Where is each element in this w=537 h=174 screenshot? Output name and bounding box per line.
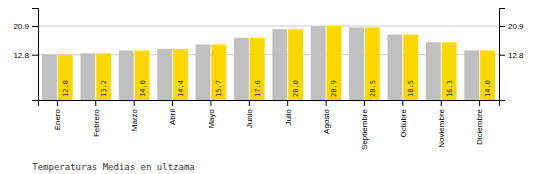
tick: Julio [283, 100, 292, 125]
y2-axis: 12.8 20.9 [499, 9, 524, 101]
tick-mark [210, 100, 211, 106]
bar [196, 44, 211, 100]
tick-mark [402, 100, 403, 106]
tick-label: Septiembre [360, 108, 369, 149]
tick-mark [32, 55, 38, 56]
bar [173, 49, 188, 100]
bar [157, 49, 172, 100]
tick-label: Diciembre [475, 108, 484, 145]
tick-mark [134, 100, 135, 106]
tick-label: Agosto [322, 108, 331, 133]
tick-label: 12.8 [13, 51, 29, 60]
bar [349, 27, 364, 100]
tick: Junio [245, 100, 254, 128]
title: Temperaturas Medias en ultzama [32, 162, 195, 172]
data-label: 17.6 [254, 80, 262, 97]
data-label: 14.0 [484, 80, 492, 97]
bar [327, 26, 342, 100]
tick-label: Enero [53, 108, 62, 130]
tick-label: Marzo [130, 108, 139, 131]
data-label: 16.3 [446, 80, 454, 97]
tick: Octubre [399, 100, 408, 137]
tick: Abril [168, 100, 177, 125]
grid-line [38, 26, 499, 27]
tick: Diciembre [475, 100, 484, 145]
tick: Mayo [207, 100, 216, 129]
tick-mark [499, 55, 505, 56]
x-axis: Enero Febrero Marzo Abril Mayo Junio Julio Agos… [39, 100, 500, 150]
tick-mark [57, 100, 58, 106]
tick-mark [95, 100, 96, 106]
data-label: 13.2 [100, 80, 108, 97]
data-label: 20.0 [292, 80, 300, 97]
bar [211, 44, 226, 100]
tick-mark [287, 100, 288, 106]
tick: Enero [53, 100, 62, 130]
tick-mark [32, 26, 38, 27]
data-label: 18.5 [407, 80, 415, 97]
axis-line [39, 101, 500, 107]
bar [311, 26, 326, 100]
bar [119, 50, 134, 100]
tick: 20.9 [499, 22, 524, 31]
series [58, 26, 495, 100]
bar [135, 50, 150, 100]
tick-label: Julio [283, 108, 292, 125]
bar [288, 29, 303, 100]
tick-mark [326, 100, 327, 106]
tick: 12.8 [13, 51, 38, 60]
data-label: 20.9 [330, 80, 338, 97]
bar [58, 55, 73, 100]
bar [42, 55, 57, 100]
tick: Noviembre [437, 100, 446, 148]
bar [250, 38, 265, 100]
tick-label: Mayo [207, 108, 216, 128]
tick: Agosto [322, 100, 331, 134]
series [42, 26, 479, 100]
y-axis: 12.8 20.9 [13, 9, 38, 101]
data-label: 15.7 [215, 80, 223, 97]
data-label: 20.5 [369, 80, 377, 97]
tick-label: Noviembre [437, 108, 446, 147]
bar [387, 35, 402, 100]
bar [442, 42, 457, 100]
tick: 12.8 [499, 51, 524, 60]
data-label: 14.4 [177, 80, 185, 97]
data-label: 12.8 [62, 80, 70, 97]
tick-mark [479, 100, 480, 106]
tick-label: Febrero [92, 108, 101, 137]
bar [272, 29, 287, 100]
bar [403, 35, 418, 100]
axis-line [32, 9, 39, 101]
bar [96, 53, 111, 100]
tick-mark [364, 100, 365, 106]
tick-mark [172, 100, 173, 106]
tick: Marzo [130, 100, 139, 131]
tick: 20.9 [13, 22, 38, 31]
tick-label: 12.8 [508, 51, 524, 60]
tick: Febrero [92, 100, 101, 137]
tick-label: 20.9 [13, 22, 29, 31]
tick-label: Junio [245, 108, 254, 128]
data-labels: 12.8 13.2 14.0 14.4 15.7 17.6 20.0 20.9 20.5 18.5… [62, 80, 492, 97]
bar [480, 50, 495, 100]
tick-label: 20.9 [508, 22, 524, 31]
bar [80, 53, 95, 100]
tick-label: Octubre [399, 108, 408, 137]
tick-mark [499, 26, 505, 27]
tick-mark [441, 100, 442, 106]
bar [234, 38, 249, 100]
bar [365, 27, 380, 100]
tick: Septiembre [360, 100, 369, 150]
axis-line [500, 9, 506, 101]
bar [426, 42, 441, 100]
bars [42, 26, 495, 100]
tick-mark [249, 100, 250, 106]
data-label: 14.0 [139, 80, 147, 97]
tick-label: Abril [168, 109, 177, 125]
chart: 12.8 13.2 14.0 14.4 15.7 17.6 20.0 20.9 20.5 18.5… [0, 0, 537, 174]
bar [464, 50, 479, 100]
